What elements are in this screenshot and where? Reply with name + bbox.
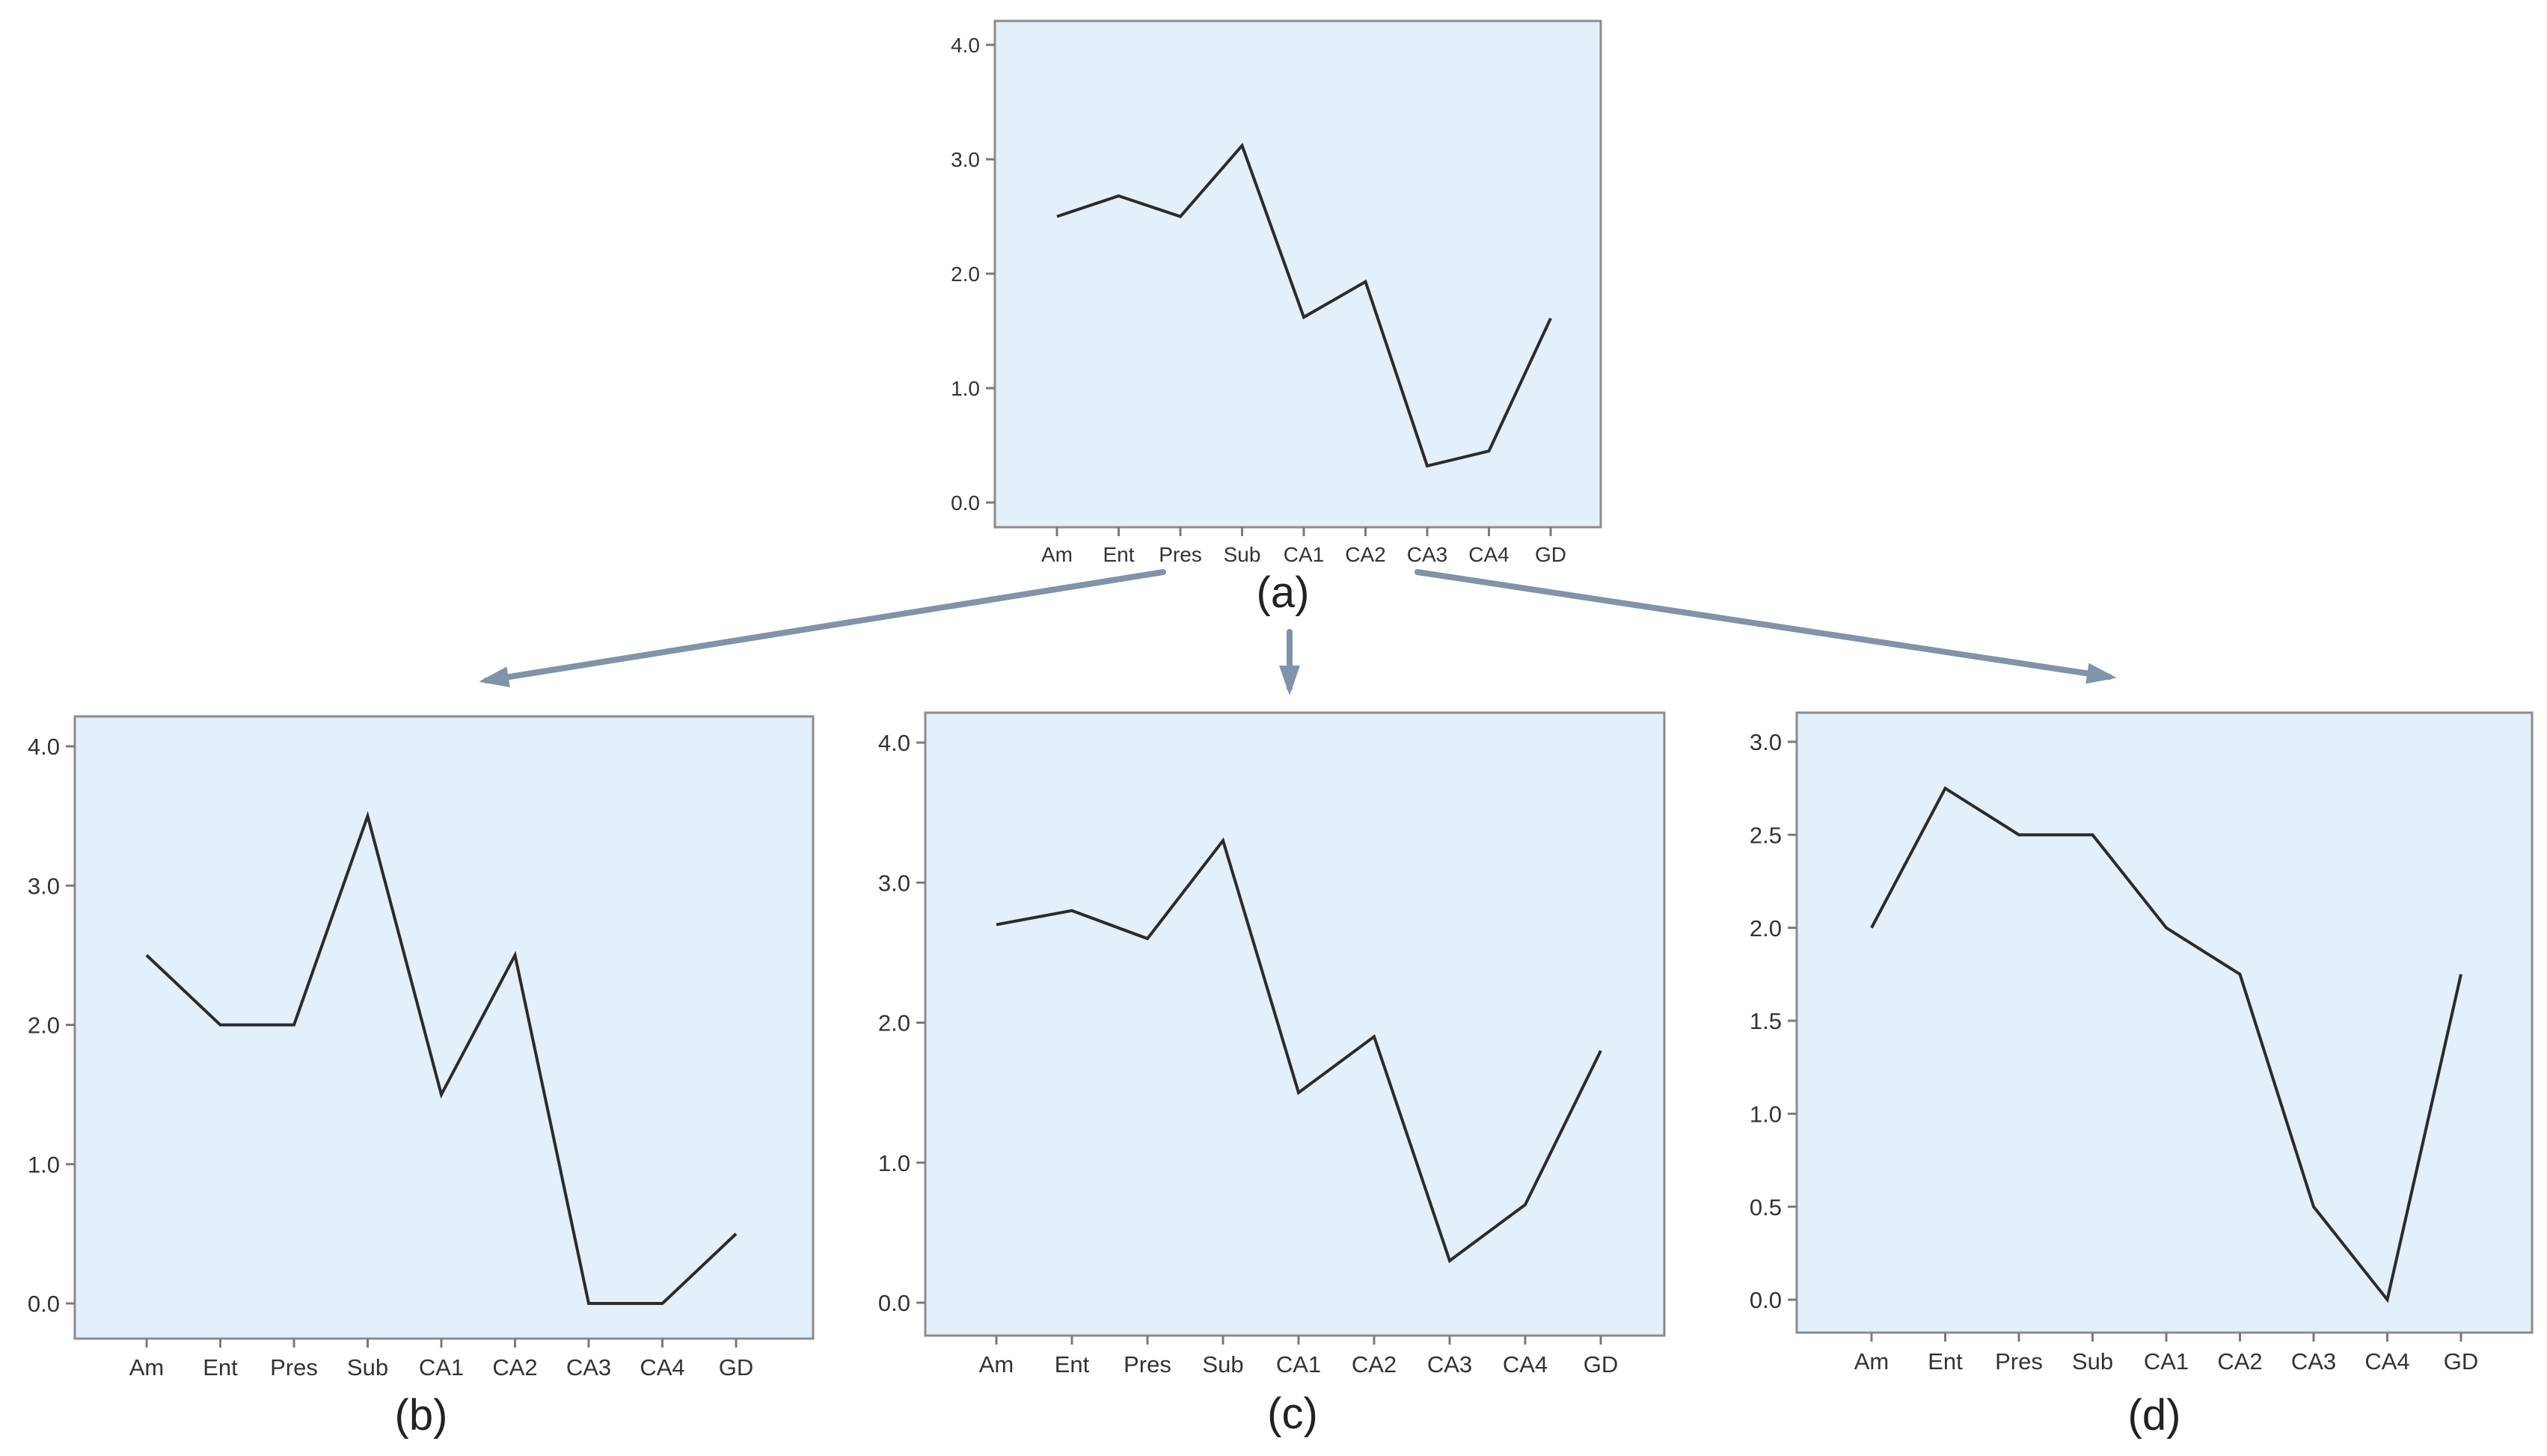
y-tick-label: 0.0 [951, 491, 980, 514]
series-line [996, 837, 1602, 1264]
series-line [1870, 786, 2462, 1303]
x-tick-label: CA1 [1276, 1351, 1321, 1377]
x-tick-label: CA3 [1427, 1351, 1472, 1377]
y-tick-label: 1.0 [1750, 1101, 1782, 1127]
arrow-to-d [1415, 569, 2117, 684]
x-tick-label: GD [2444, 1348, 2479, 1374]
x-tick-label: CA3 [2291, 1348, 2336, 1374]
x-tick-label: CA1 [1284, 543, 1324, 566]
connector-arrows [479, 569, 2117, 695]
x-tick-label: Pres [270, 1354, 318, 1380]
x-tick-label: CA3 [1407, 543, 1447, 566]
x-tick-label: Am [1041, 543, 1073, 566]
y-tick-label: 4.0 [951, 34, 980, 57]
x-tick-label: Sub [1202, 1351, 1243, 1377]
y-tick-label: 0.0 [878, 1290, 910, 1316]
x-tick-label: Sub [2072, 1348, 2113, 1374]
plot-area [993, 19, 1602, 529]
x-tick-label: CA2 [1345, 543, 1385, 566]
x-tick-label: Am [1854, 1348, 1889, 1374]
y-tick-label: 2.0 [951, 262, 980, 286]
x-tick-label: GD [719, 1354, 754, 1380]
x-tick-label: GD [1535, 543, 1566, 566]
y-tick-label: 2.0 [1750, 915, 1782, 942]
x-tick-label: Am [979, 1351, 1014, 1377]
y-tick-label: 2.0 [878, 1010, 910, 1036]
panel-c: 0.0 1.0 2.0 3.0 4.0 Am Ent Pres Sub CA1 CA2 CA3 CA4 G… [878, 711, 1666, 1438]
x-tick-label: CA4 [1503, 1351, 1548, 1377]
y-tick-label: 3.0 [878, 870, 910, 896]
x-tick-label: CA1 [419, 1354, 464, 1380]
y-tick-label: 2.5 [1750, 822, 1782, 848]
panel-a: 0.0 1.0 2.0 3.0 4.0 Am Ent Pres Sub CA1 CA2 CA3 CA4 G… [951, 19, 1602, 617]
panel-caption: (b) [395, 1391, 448, 1440]
plot-area [1795, 711, 2534, 1334]
x-tick-label: CA4 [1468, 543, 1509, 566]
arrow-to-b [479, 569, 1166, 688]
x-tick-label: CA2 [492, 1354, 537, 1380]
plot-area [924, 711, 1666, 1337]
series-line [1056, 142, 1552, 468]
y-tick-label: 3.0 [28, 873, 60, 899]
y-tick-label: 2.0 [28, 1013, 60, 1039]
x-tick-label: Sub [347, 1354, 388, 1380]
y-tick-label: 0.0 [28, 1291, 60, 1317]
x-tick-label: Am [129, 1354, 165, 1380]
x-tick-label: Ent [1055, 1351, 1090, 1377]
x-tick-label: Sub [1224, 543, 1261, 566]
x-tick-label: Pres [1124, 1351, 1171, 1377]
panel-caption: (a) [1257, 568, 1310, 617]
x-tick-label: CA2 [1352, 1351, 1397, 1377]
x-tick-label: CA4 [2364, 1348, 2409, 1374]
panel-caption: (c) [1267, 1389, 1318, 1438]
x-tick-label: CA1 [2144, 1348, 2189, 1374]
x-tick-label: Pres [1995, 1348, 2043, 1374]
arrow-to-c [1279, 629, 1300, 695]
y-tick-label: 1.0 [951, 377, 980, 400]
y-tick-label: 1.0 [878, 1150, 910, 1176]
y-tick-label: 3.0 [951, 148, 980, 171]
x-tick-label: GD [1584, 1351, 1619, 1377]
x-tick-label: CA4 [640, 1354, 684, 1380]
x-tick-label: Pres [1159, 543, 1202, 566]
y-tick-label: 4.0 [28, 734, 60, 760]
x-tick-label: Ent [203, 1354, 238, 1380]
y-tick-label: 1.0 [28, 1152, 60, 1178]
y-tick-label: 1.5 [1750, 1008, 1782, 1034]
panel-b: 0.0 1.0 2.0 3.0 4.0 Am Ent Pres Sub CA1 CA2 CA3 CA4 G… [28, 715, 815, 1440]
y-tick-label: 0.5 [1750, 1194, 1782, 1220]
x-tick-label: Ent [1103, 543, 1134, 566]
panel-d: 0.0 0.5 1.0 1.5 2.0 2.5 3.0 Am Ent Pres Sub CA1 CA2 C… [1750, 711, 2534, 1440]
y-tick-label: 0.0 [1750, 1287, 1782, 1313]
panel-caption: (d) [2128, 1391, 2181, 1440]
y-tick-label: 3.0 [1750, 729, 1782, 755]
y-tick-label: 4.0 [878, 730, 910, 756]
x-tick-label: Ent [1928, 1348, 1963, 1374]
series-line [145, 811, 738, 1305]
x-tick-label: CA3 [566, 1354, 611, 1380]
plot-area [73, 715, 815, 1340]
x-tick-label: CA2 [2217, 1348, 2262, 1374]
